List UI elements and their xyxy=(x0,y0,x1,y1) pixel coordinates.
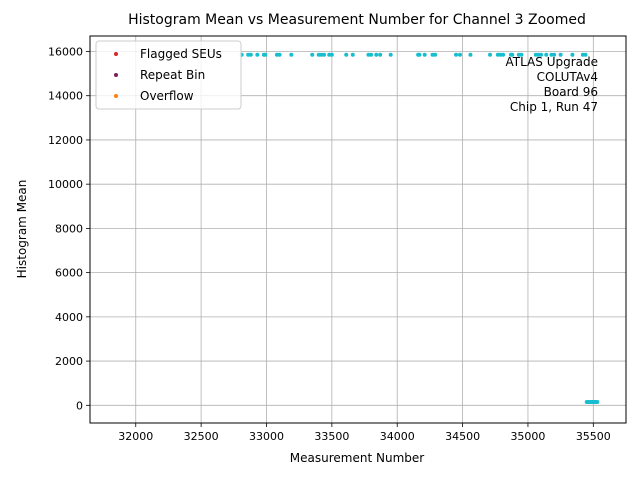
data-point xyxy=(433,52,438,57)
x-axis-label: Measurement Number xyxy=(290,451,424,465)
data-point xyxy=(322,52,327,57)
data-point xyxy=(570,52,575,57)
legend-marker xyxy=(114,73,118,77)
data-point xyxy=(369,52,374,57)
data-point xyxy=(558,52,563,57)
data-point xyxy=(422,52,427,57)
data-point xyxy=(417,52,422,57)
y-tick-label: 2000 xyxy=(55,355,83,368)
y-axis-label: Histogram Mean xyxy=(15,180,29,279)
legend: Flagged SEUs Repeat Bin Overflow xyxy=(95,40,242,110)
data-point xyxy=(539,52,544,57)
data-point xyxy=(583,52,588,57)
data-point xyxy=(595,399,600,404)
annotation-line: COLUTAv4 xyxy=(537,70,598,84)
data-point xyxy=(468,52,473,57)
plot-frame xyxy=(89,35,627,424)
data-point xyxy=(488,52,493,57)
x-tick-label: 33000 xyxy=(249,430,284,443)
y-tick-label: 12000 xyxy=(48,134,83,147)
data-point xyxy=(344,52,349,57)
x-tick-label: 33500 xyxy=(314,430,349,443)
y-axis: 0 2000 4000 6000 8000 10000 12000 14000 16000 xyxy=(48,45,90,412)
data-point xyxy=(552,52,557,57)
data-point xyxy=(263,52,268,57)
x-tick-label: 34500 xyxy=(445,430,480,443)
data-point xyxy=(255,52,260,57)
data-point xyxy=(519,52,524,57)
y-tick-label: 14000 xyxy=(48,90,83,103)
legend-label: Flagged SEUs xyxy=(140,47,222,61)
data-point xyxy=(350,52,355,57)
legend-marker xyxy=(114,94,118,98)
chart-title: Histogram Mean vs Measurement Number for… xyxy=(128,12,586,28)
grid xyxy=(90,36,626,423)
data-point xyxy=(289,52,294,57)
annotation-line: Chip 1, Run 47 xyxy=(510,100,598,114)
data-point xyxy=(277,52,282,57)
y-tick-label: 6000 xyxy=(55,267,83,280)
x-tick-label: 35000 xyxy=(510,430,545,443)
data-point xyxy=(374,52,379,57)
x-tick-label: 32500 xyxy=(184,430,219,443)
y-tick-label: 8000 xyxy=(55,222,83,235)
x-tick-label: 35500 xyxy=(576,430,611,443)
data-point xyxy=(544,52,549,57)
y-tick-label: 0 xyxy=(76,399,83,412)
legend-label: Overflow xyxy=(140,89,194,103)
data-point xyxy=(388,52,393,57)
data-point xyxy=(501,52,506,57)
data-point xyxy=(329,52,334,57)
data-point xyxy=(248,52,253,57)
data-point xyxy=(310,52,315,57)
annotation-line: ATLAS Upgrade xyxy=(505,55,598,69)
y-tick-label: 4000 xyxy=(55,311,83,324)
y-tick-label: 16000 xyxy=(48,45,83,58)
legend-label: Repeat Bin xyxy=(140,68,205,82)
data-point xyxy=(510,52,515,57)
annotation-line: Board 96 xyxy=(544,85,598,99)
x-axis: 32000 32500 33000 33500 34000 34500 35000 35500 xyxy=(118,423,611,443)
data-points xyxy=(239,52,600,404)
legend-marker xyxy=(114,52,118,56)
data-point xyxy=(378,52,383,57)
x-tick-label: 34000 xyxy=(380,430,415,443)
legend-box xyxy=(95,40,242,110)
x-tick-label: 32000 xyxy=(118,430,153,443)
data-point xyxy=(457,52,462,57)
data-point xyxy=(454,52,459,57)
y-tick-label: 10000 xyxy=(48,178,83,191)
